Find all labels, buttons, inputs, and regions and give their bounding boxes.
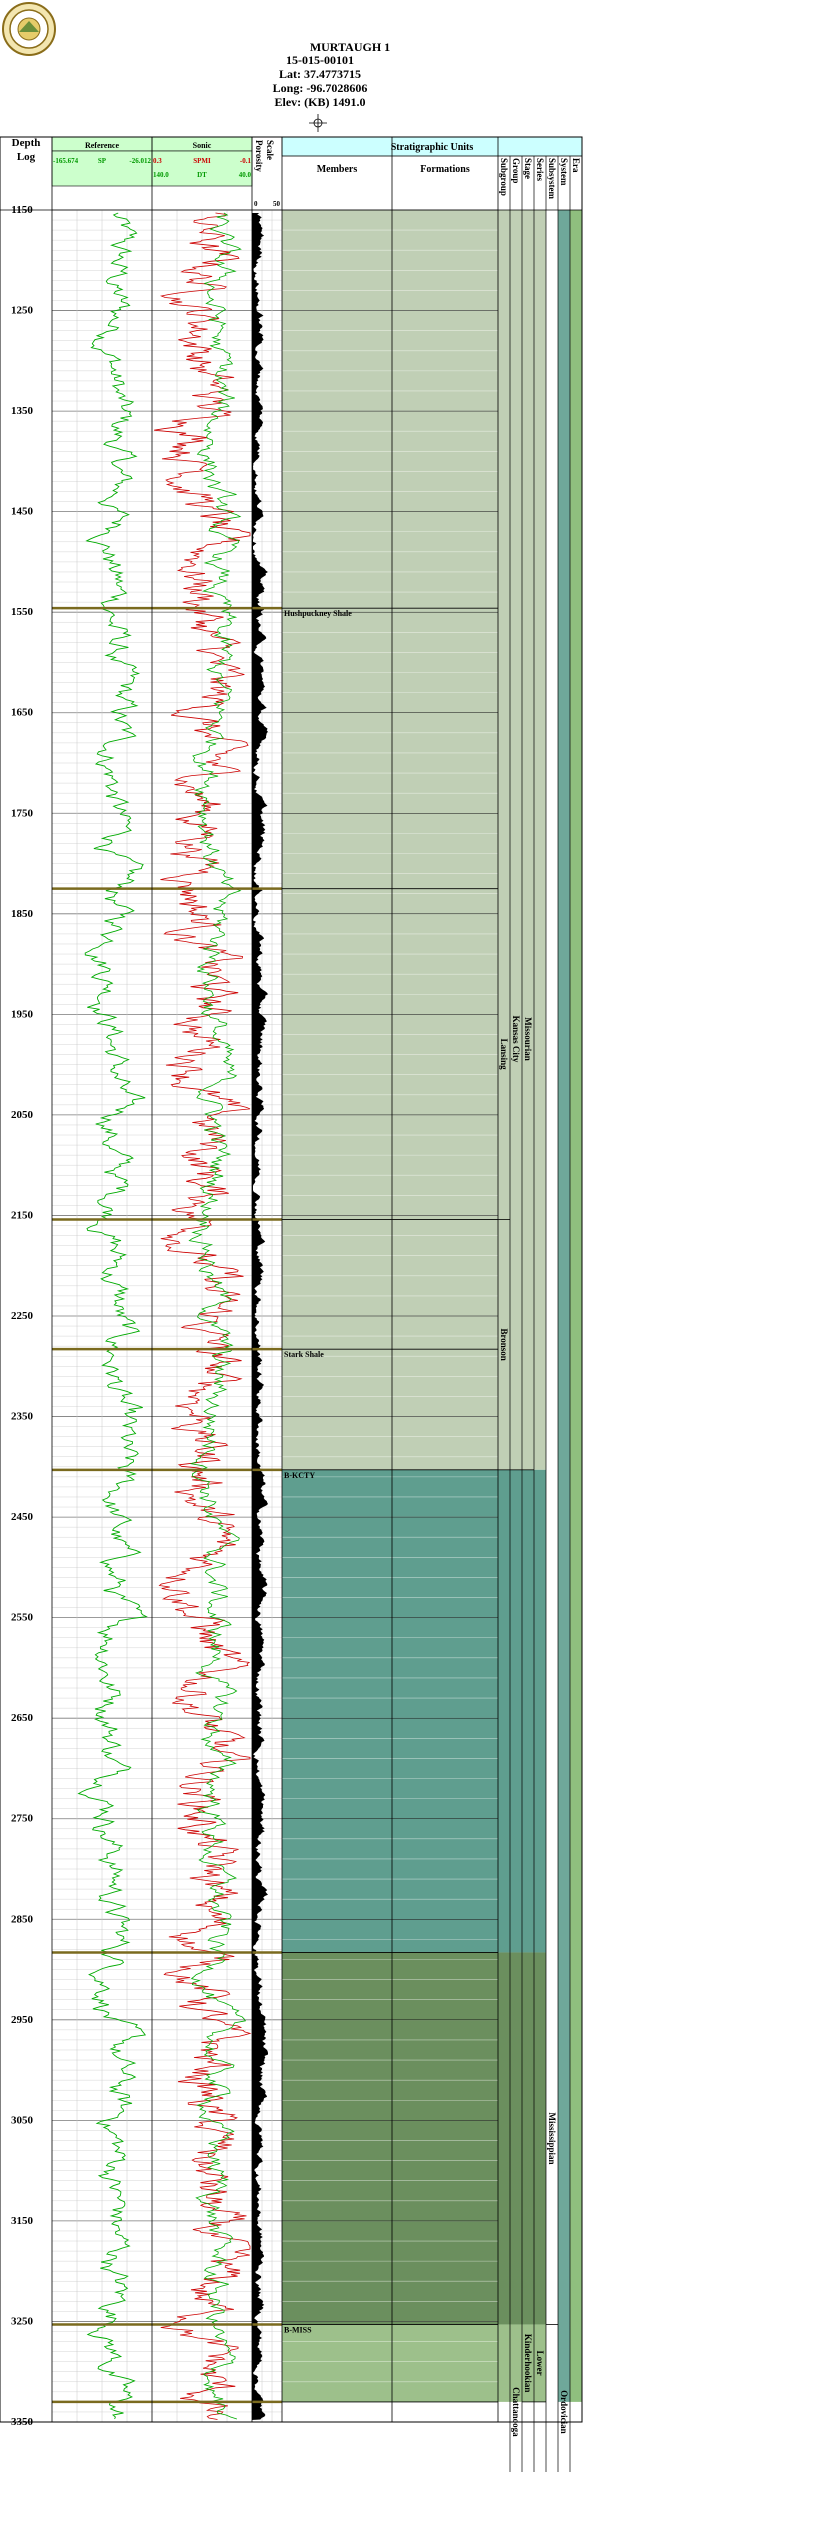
top-label: Stark Shale [284, 1350, 324, 1359]
zone-mississippian [282, 1952, 546, 2325]
depth-tick-label: 2850 [11, 1913, 34, 1925]
dt-scale-name: DT [197, 171, 207, 179]
depth-tick-label: 3150 [11, 2215, 34, 2227]
kgs-seal-logo [2, 2, 56, 56]
depth-tick-label: 1750 [11, 807, 34, 819]
rank-header-series: Series [535, 158, 545, 181]
unit-label: Kansas City [511, 1016, 521, 1063]
depth-tick-label: 1150 [11, 204, 33, 216]
porosity-fill [252, 213, 268, 2420]
depth-title: Depth [12, 137, 41, 149]
zone-missourian [282, 210, 546, 1470]
depth-tick-label: 2950 [11, 2014, 34, 2026]
rank-header-subgroup: Subgroup [499, 158, 509, 196]
api-number: 15-015-00101 [286, 53, 354, 67]
unit-label: Lansing [499, 1039, 509, 1071]
members-header: Members [317, 164, 358, 175]
top-label: B-KCTY [284, 1471, 315, 1480]
depth-tick-label: 1650 [11, 707, 34, 719]
unit-label: Chattanooga [511, 2387, 521, 2437]
depth-tick-label: 2550 [11, 1612, 34, 1624]
formations-header: Formations [420, 164, 470, 175]
depth-tick-label: 3050 [11, 2114, 34, 2126]
era-strip [570, 210, 582, 2402]
strat-title: Stratigraphic Units [391, 142, 474, 153]
depth-tick-label: 2150 [11, 1209, 34, 1221]
rank-header-era: Era [571, 158, 581, 173]
unit-label: Missourian [523, 1017, 533, 1061]
depth-subtitle: Log [17, 151, 36, 163]
well-name: MURTAUGH 1 [309, 40, 391, 54]
unit-label: Kinderhookian [523, 2334, 533, 2393]
depth-tick-label: 1250 [11, 305, 34, 317]
depth-tick-label: 3250 [11, 2315, 34, 2327]
porosity-scale-min: 0 [254, 200, 258, 208]
sp-curve [77, 212, 148, 2420]
spmi-scale-name: SPMI [193, 157, 211, 165]
depth-tick-label: 3350 [11, 2416, 34, 2428]
porosity-title: Porosity [254, 140, 264, 172]
rank-header-subsystem: Subsystem [547, 158, 557, 200]
depth-tick-label: 1950 [11, 1008, 34, 1020]
depth-tick-label: 1850 [11, 908, 34, 920]
sonic-title: Sonic [193, 141, 212, 150]
longitude: Long: -96.7028606 [272, 81, 368, 95]
depth-tick-label: 2450 [11, 1511, 34, 1523]
dt-curve [188, 212, 247, 2420]
zone-lower-miss [282, 2324, 546, 2402]
system-strip [558, 210, 570, 2402]
dt-scale-max: 40.0 [239, 171, 252, 179]
depth-tick-label: 1550 [11, 606, 34, 618]
zone-kcty [282, 1469, 546, 1953]
unit-label: Ordovician [559, 2390, 569, 2434]
top-label: Hushpuckney Shale [284, 609, 352, 618]
depth-tick-label: 1350 [11, 405, 34, 417]
dt-scale-min: 140.0 [153, 171, 169, 179]
unit-label: Lower [535, 2351, 545, 2376]
elevation: Elev: (KB) 1491.0 [274, 95, 366, 109]
rank-header-stage: Stage [523, 158, 533, 179]
depth-tick-label: 2350 [11, 1411, 34, 1423]
sp-scale-name: SP [98, 157, 107, 165]
top-label: B-MISS [284, 2325, 312, 2334]
depth-tick-label: 2250 [11, 1310, 34, 1322]
porosity-scale-max: 50 [273, 200, 281, 208]
rank-header-group: Group [511, 158, 521, 183]
porosity-subtitle: Scale [265, 140, 275, 160]
spmi-scale-max: -0.1 [240, 157, 252, 165]
depth-tick-label: 2750 [11, 1813, 34, 1825]
depth-tick-label: 1450 [11, 506, 34, 518]
rank-header-system: System [559, 158, 569, 186]
reference-title: Reference [85, 141, 120, 150]
sp-scale-min: -165.674 [53, 157, 79, 165]
depth-tick-label: 2650 [11, 1712, 34, 1724]
unit-label: Bronson [499, 1328, 509, 1360]
latitude: Lat: 37.4773715 [279, 67, 361, 81]
spmi-curve [154, 212, 252, 2420]
sp-scale-max: -26.012 [129, 157, 151, 165]
depth-tick-label: 2050 [11, 1109, 34, 1121]
log-frame [0, 136, 583, 2423]
unit-label: Mississippian [547, 2112, 557, 2164]
spmi-scale-min: 0.3 [153, 157, 162, 165]
